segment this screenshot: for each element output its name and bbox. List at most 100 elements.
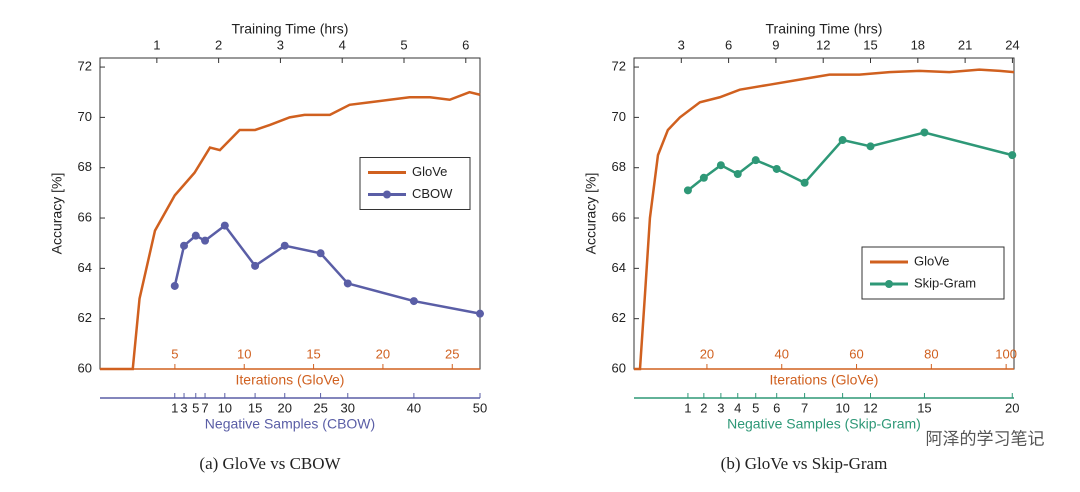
line [634,68,1015,371]
neg-tick-label: 20 [1005,400,1019,415]
point [866,142,875,151]
y-tick-label: 62 [78,310,92,325]
neg-tick-label: 3 [180,400,187,415]
legend-label: Skip-Gram [914,275,976,290]
point [716,161,725,170]
iter-tick-label: 60 [849,346,863,361]
neg-axis-label: Negative Samples (CBOW) [205,416,375,432]
iter-tick-label: 100 [995,346,1017,361]
point [191,231,200,240]
iter-tick-label: 20 [376,346,390,361]
plot-frame [633,57,1015,370]
point [316,249,325,258]
point [170,281,179,290]
point [201,236,210,245]
point [409,297,418,306]
x-tick-label: 2 [215,37,222,52]
y-tick-label: 66 [612,209,626,224]
caption: (a) GloVe vs CBOW [199,454,341,473]
neg-tick-label: 15 [248,400,262,415]
iter-tick-label: 40 [775,346,789,361]
y-axis-label: Accuracy [%] [49,173,65,255]
neg-tick-label: 6 [773,400,780,415]
legend-box [861,246,1005,300]
legend-marker [885,280,893,288]
neg-tick-label: 10 [218,400,232,415]
y-tick-label: 70 [78,109,92,124]
legend-box [359,157,471,210]
line [687,131,1013,192]
x-tick-label: 15 [863,37,877,52]
y-tick-label: 68 [78,159,92,174]
y-tick-label: 64 [612,260,626,275]
x-tick-label: 6 [725,37,732,52]
neg-tick-label: 1 [684,400,691,415]
point [772,164,781,173]
line [173,223,481,315]
x-tick-label: 4 [339,37,346,52]
y-tick-label: 60 [78,360,92,375]
neg-tick-label: 7 [201,400,208,415]
neg-tick-label: 12 [863,400,877,415]
x-tick-label: 21 [958,37,972,52]
x-tick-label: 3 [678,37,685,52]
neg-tick-label: 1 [171,400,178,415]
neg-tick-label: 25 [313,400,327,415]
x-tick-label: 6 [462,37,469,52]
caption: (b) GloVe vs Skip-Gram [721,454,888,473]
plot-frame [99,57,481,370]
y-tick-label: 62 [612,310,626,325]
y-tick-label: 70 [612,109,626,124]
y-tick-label: 68 [612,159,626,174]
neg-tick-label: 2 [700,400,707,415]
iter-tick-label: 20 [700,346,714,361]
x-tick-label: 1 [153,37,160,52]
x-tick-label: 18 [911,37,925,52]
x-tick-label: 24 [1005,37,1019,52]
iter-axis-label: Iterations (GloVe) [236,372,345,388]
neg-tick-label: 5 [752,400,759,415]
y-tick-label: 72 [78,58,92,73]
point [251,261,260,270]
neg-tick-label: 40 [407,400,421,415]
neg-tick-label: 10 [835,400,849,415]
watermark: 阿泽的学习笔记 [926,429,1045,448]
legend-label: GloVe [914,253,949,268]
neg-tick-label: 7 [801,400,808,415]
iter-axis-label: Iterations (GloVe) [770,372,879,388]
neg-tick-label: 3 [717,400,724,415]
neg-axis-label: Negative Samples (Skip-Gram) [727,416,921,432]
iter-tick-label: 25 [445,346,459,361]
x-tick-label: 12 [816,37,830,52]
neg-tick-label: 5 [192,400,199,415]
y-tick-label: 66 [78,209,92,224]
y-tick-label: 60 [612,360,626,375]
point [220,221,229,230]
neg-tick-label: 15 [917,400,931,415]
legend-label: GloVe [412,164,447,179]
x-tick-label: 9 [772,37,779,52]
iter-tick-label: 15 [306,346,320,361]
point [751,156,760,165]
neg-tick-label: 30 [341,400,355,415]
neg-tick-label: 20 [278,400,292,415]
y-axis-label: Accuracy [%] [583,173,599,255]
line [100,90,481,371]
point [733,169,742,178]
point [920,128,929,137]
point [699,173,708,182]
legend-label: CBOW [412,186,453,201]
point [343,279,352,288]
neg-tick-label: 50 [473,400,487,415]
point [1008,151,1017,160]
x-axis-label: Training Time (hrs) [766,21,883,37]
point [180,241,189,250]
point [683,186,692,195]
neg-tick-label: 4 [734,400,741,415]
y-tick-label: 72 [612,58,626,73]
iter-tick-label: 5 [171,346,178,361]
iter-tick-label: 80 [924,346,938,361]
x-axis-label: Training Time (hrs) [232,21,349,37]
point [838,136,847,145]
